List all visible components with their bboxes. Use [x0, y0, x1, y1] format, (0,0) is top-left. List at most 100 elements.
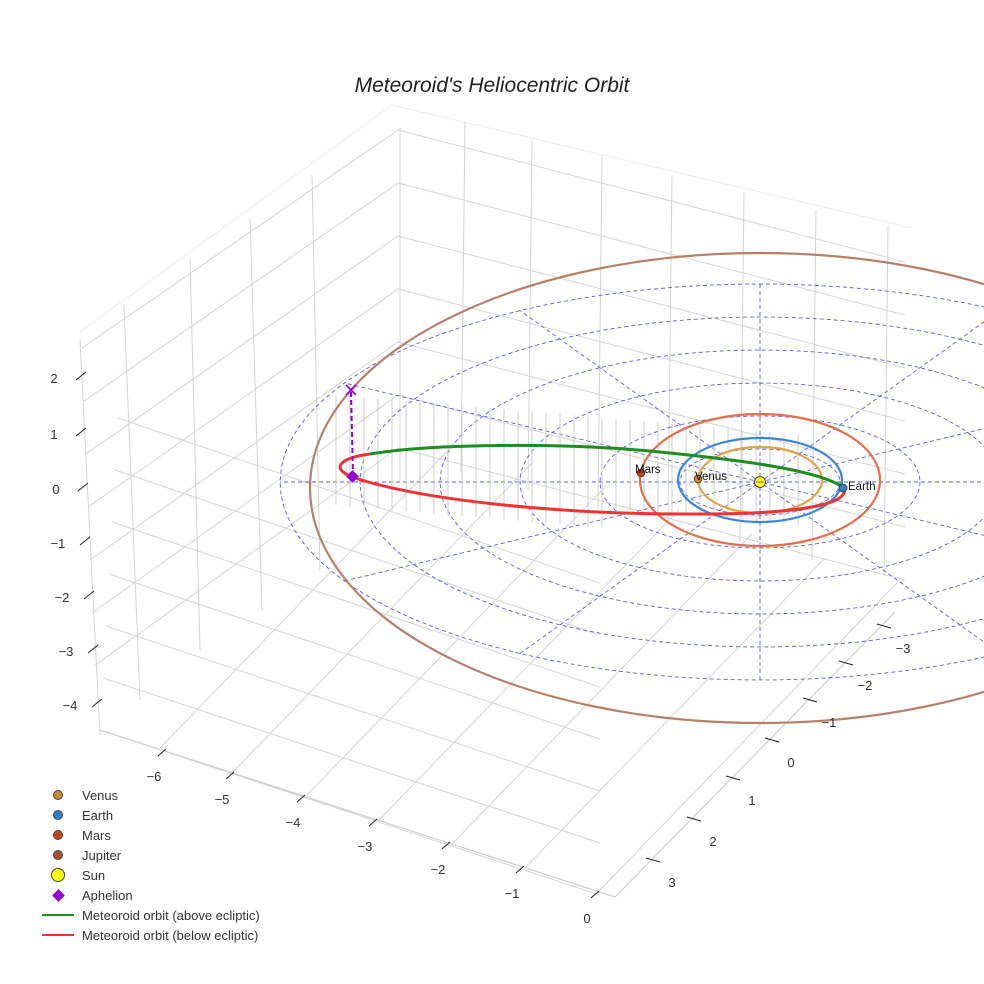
circle-marker-icon [53, 850, 63, 860]
diamond-marker-icon [51, 888, 65, 902]
vertical-grid-line [811, 209, 817, 561]
legend-item-venus[interactable]: Venus [38, 785, 260, 805]
legend-symbol [38, 925, 78, 945]
z-grid-line [81, 129, 906, 349]
floor-grid-line [159, 437, 461, 749]
legend-label: Sun [82, 867, 106, 883]
floor-grid-line [305, 485, 607, 797]
z-tick-label: 1 [50, 427, 57, 442]
tick-labels: 2 1 0 −1 −2 −3 −4 −6 −5 −4 −3 −2 −1 0 −3 −2 −1 0 1 2 3 [50, 371, 910, 926]
y-tick-mark [764, 737, 780, 743]
legend-label: Venus [82, 787, 119, 803]
z-grid-line [85, 235, 906, 455]
legend-symbol [38, 845, 78, 865]
aphelion-diamond-icon [346, 470, 359, 483]
legend-symbol [38, 905, 78, 925]
z-grid-line [83, 182, 906, 402]
x-tick-mark [368, 818, 378, 827]
vertical-grid-line [597, 157, 603, 509]
x-tick-label: −3 [358, 839, 373, 854]
x-tick-mark [515, 865, 525, 874]
floor-grid-line [117, 417, 601, 584]
orbits [309, 251, 984, 725]
circle-marker-icon [53, 790, 63, 800]
y-tick-label: −3 [896, 641, 911, 656]
legend-label: Meteoroid orbit (above ecliptic) [82, 907, 260, 923]
vertical-grid-line [883, 225, 889, 577]
drop-lines [335, 395, 799, 528]
x-tick-label: −5 [215, 792, 230, 807]
y-tick-mark [838, 660, 854, 666]
legend-item-mars[interactable]: Mars [38, 825, 260, 845]
orbit-jupiter [309, 251, 984, 725]
y-tick-label: 0 [787, 755, 794, 770]
y-tick-label: −2 [858, 678, 873, 693]
z-grid-line [87, 288, 906, 508]
mars-marker [636, 468, 646, 478]
x-tick-label: −1 [505, 886, 520, 901]
line-swatch-icon [42, 914, 74, 916]
vertical-grid-line [189, 257, 201, 651]
meteoroid-orbit-below [338, 452, 846, 516]
x-tick-mark [590, 890, 600, 899]
y-tick-mark [802, 697, 818, 703]
floor-grid-line [102, 677, 601, 844]
z-tick-label: 2 [50, 371, 57, 386]
y-tick-label: 1 [748, 793, 755, 808]
legend-symbol [38, 865, 78, 885]
floor-grid-line [105, 625, 601, 792]
z-tick-mark [75, 371, 87, 381]
z-tick-mark [77, 482, 89, 492]
x-tick-mark [157, 748, 167, 757]
axis-panes [79, 104, 913, 898]
legend: Venus Earth Mars Jupiter Sun Aphelion Meteoroi… [38, 785, 260, 945]
x-tick-mark [296, 794, 306, 803]
legend-symbol [38, 785, 78, 805]
z-grid-line [91, 394, 906, 614]
aphelion-projection-x-icon [345, 384, 357, 396]
ecliptic-reference-grid [279, 283, 984, 681]
legend-symbol [38, 825, 78, 845]
z-tick-label: 0 [52, 482, 59, 497]
z-grid-line [89, 341, 906, 561]
x-tick-label: 0 [583, 911, 590, 926]
y-tick-label: 3 [668, 875, 675, 890]
y-tick-mark [645, 857, 661, 863]
orbit-mars [638, 412, 882, 548]
legend-label: Meteoroid orbit (below ecliptic) [82, 927, 259, 943]
floor-front-edge [99, 729, 616, 898]
floor-grid-line [111, 521, 601, 688]
x-tick-mark [441, 841, 451, 850]
vertical-grid-line [739, 191, 745, 543]
markers: Mars Venus Earth [345, 384, 876, 493]
vertical-grid-line [249, 217, 263, 611]
mars-label: Mars [635, 464, 661, 476]
orbit-earth [676, 436, 844, 524]
pane-top-edge [79, 104, 913, 333]
z-tick-label: −4 [63, 698, 78, 713]
z-tick-mark [79, 536, 91, 546]
circle-marker-icon [51, 868, 65, 882]
legend-item-earth[interactable]: Earth [38, 805, 260, 825]
legend-item-meteoroid-orbit-below-ecliptic[interactable]: Meteoroid orbit (below ecliptic) [38, 925, 260, 945]
z-tick-mark [87, 644, 99, 654]
earth-label: Earth [848, 481, 876, 493]
x-tick-label: −4 [286, 815, 301, 830]
z-tick-label: −1 [51, 536, 66, 551]
y-tick-label: −1 [822, 715, 837, 730]
chart-title: Meteoroid's Heliocentric Orbit [354, 74, 630, 97]
y-tick-mark [725, 775, 741, 781]
circle-marker-icon [53, 830, 63, 840]
z-tick-label: −3 [59, 644, 74, 659]
legend-item-aphelion[interactable]: Aphelion [38, 885, 260, 905]
legend-item-meteoroid-orbit-above-ecliptic[interactable]: Meteoroid orbit (above ecliptic) [38, 905, 260, 925]
legend-item-sun[interactable]: Sun [38, 865, 260, 885]
z-tick-mark [91, 698, 103, 708]
legend-label: Mars [82, 827, 111, 843]
legend-symbol [38, 805, 78, 825]
x-tick-mark [225, 771, 235, 780]
legend-symbol [38, 885, 78, 905]
vertical-grid-line [667, 174, 673, 526]
legend-item-jupiter[interactable]: Jupiter [38, 845, 260, 865]
